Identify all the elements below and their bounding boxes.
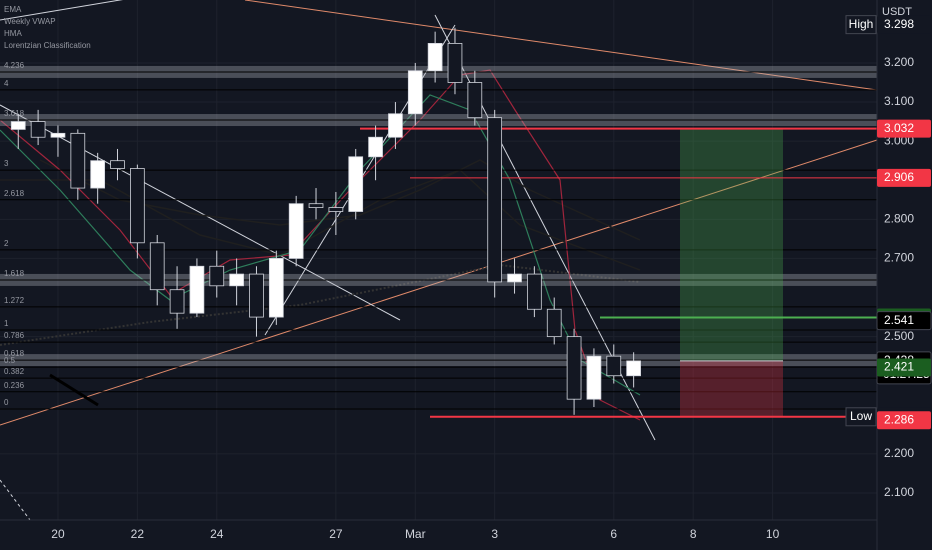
candle-body — [566, 336, 582, 400]
candle-body — [30, 121, 46, 138]
candle-body — [507, 273, 522, 283]
price-tag — [876, 311, 932, 331]
x-tick-label: 20 — [51, 527, 65, 541]
y-tick-label: 2.700 — [884, 251, 914, 265]
trend-line — [0, 104, 401, 321]
indicator-name: EMA — [4, 5, 22, 14]
caption-box — [845, 15, 877, 35]
price-tag — [877, 168, 931, 187]
x-tick-label: 22 — [131, 527, 145, 541]
trend-line — [0, 0, 124, 21]
candle-body — [50, 132, 66, 138]
indicator-name: Lorentzian Classification — [4, 41, 91, 50]
indicator-name: Weekly VWAP — [4, 17, 56, 26]
candle-body — [487, 117, 503, 283]
price-tag — [877, 411, 931, 430]
fib-label: 0.786 — [4, 331, 25, 340]
price-tag-label: 2.286 — [884, 412, 914, 426]
y-tick-label: 2.800 — [884, 212, 914, 226]
candle-body — [467, 82, 483, 119]
candle-body — [388, 113, 403, 138]
candle-body — [368, 136, 383, 158]
price-tag — [877, 15, 931, 34]
candle-body — [229, 273, 244, 287]
candle-body — [110, 160, 125, 169]
candle-body — [606, 355, 622, 377]
candle-body — [308, 203, 324, 209]
price-tag-caption: High — [849, 17, 874, 31]
fib-label: 0.618 — [4, 349, 25, 358]
trend-line — [0, 479, 31, 521]
fib-label: 1 — [4, 319, 9, 328]
fib-label: 4 — [4, 79, 9, 88]
candle-body — [546, 308, 562, 338]
candle-body — [189, 265, 205, 314]
fib-label: 4.236 — [4, 61, 25, 70]
candle-body — [427, 42, 443, 72]
fib-label: 0.382 — [4, 367, 25, 376]
x-tick-label: 6 — [610, 527, 617, 541]
candle-body — [328, 207, 344, 212]
fib-label: 3 — [4, 159, 9, 168]
fib-label: 3.618 — [4, 109, 25, 118]
indicator-name: HMA — [4, 29, 22, 38]
candle-body — [586, 355, 602, 400]
x-tick-label: Mar — [405, 527, 426, 541]
candle-body — [268, 258, 284, 318]
candle-body — [209, 265, 225, 287]
candle-body — [90, 160, 106, 189]
price-tag-label: 3.298 — [884, 17, 914, 31]
price-tag-caption: Low — [850, 409, 872, 423]
price-tag — [877, 119, 931, 138]
y-tick-label: 2.500 — [884, 329, 914, 343]
y-tick-label: 2.200 — [884, 446, 914, 460]
price-tag-label: 2.541 — [884, 313, 914, 327]
candle-body — [149, 242, 165, 291]
trend-line — [49, 373, 99, 407]
profit-zone — [680, 128, 783, 361]
ema-line — [0, 169, 641, 271]
fib-label: 0.236 — [4, 381, 25, 390]
x-tick-label: 8 — [690, 527, 697, 541]
candle-body — [527, 273, 542, 310]
price-tag-label: 2.906 — [884, 170, 914, 184]
candle-body — [249, 273, 264, 318]
x-tick-label: 10 — [766, 527, 780, 541]
price-tag-label: 3.032 — [884, 121, 914, 135]
candle-body — [407, 70, 423, 115]
fib-label: 2 — [4, 239, 9, 248]
candle-body — [348, 156, 364, 212]
trend-line — [0, 139, 878, 426]
price-tag-label: 2.421 — [884, 360, 914, 374]
x-tick-label: 27 — [329, 527, 343, 541]
y-tick-label: 2.100 — [884, 485, 914, 499]
loss-zone — [680, 360, 783, 417]
fib-label: 2.618 — [4, 189, 25, 198]
fib-label: 0.5 — [4, 356, 16, 365]
fib-label: 1.272 — [4, 296, 25, 305]
y-tick-label: 3.100 — [884, 94, 914, 108]
price-tag — [877, 358, 931, 377]
caption-box — [845, 407, 877, 427]
candle-body — [169, 289, 185, 314]
fib-label: 0 — [4, 398, 9, 407]
price-axis — [877, 0, 932, 550]
trend-line — [244, 0, 878, 91]
axis-unit: USDT — [882, 6, 912, 18]
candle-body — [447, 42, 463, 83]
y-tick-label: 3.200 — [884, 55, 914, 69]
x-tick-label: 24 — [210, 527, 224, 541]
x-tick-label: 3 — [491, 527, 498, 541]
candle-body — [10, 121, 26, 130]
candle-body — [626, 360, 641, 377]
candle-body — [288, 203, 304, 259]
candle-body — [130, 168, 145, 244]
candle-body — [70, 132, 86, 189]
fib-label: 1.618 — [4, 269, 25, 278]
